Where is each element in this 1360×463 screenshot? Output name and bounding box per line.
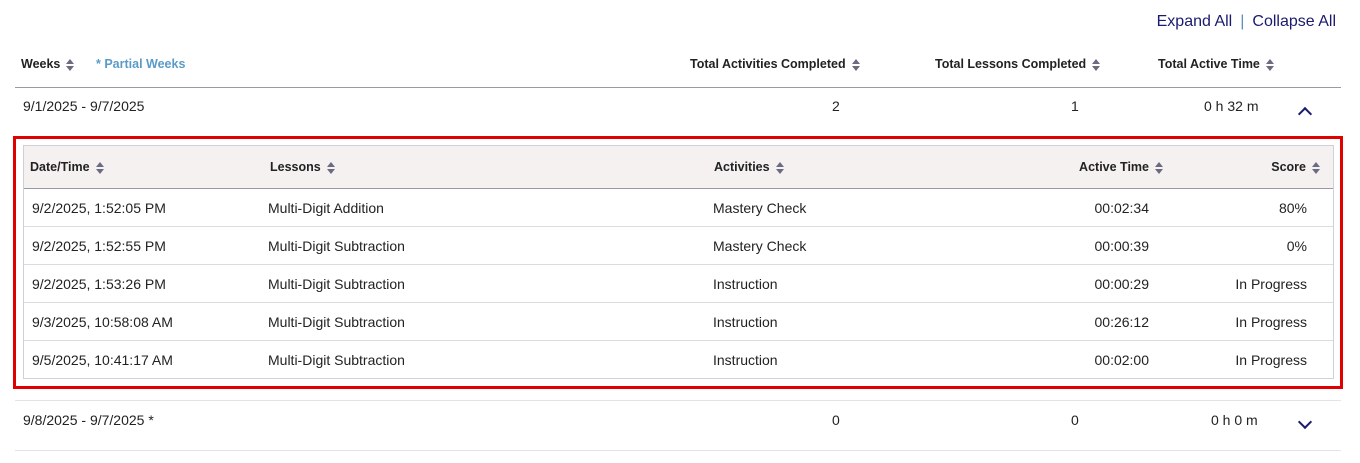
row-active-time: 00:00:39	[1094, 237, 1150, 254]
score-header[interactable]: Score	[1271, 160, 1320, 174]
row-activity: Instruction	[713, 313, 778, 330]
week-lessons: 1	[1071, 98, 1079, 114]
expand-all-link[interactable]: Expand All	[1156, 13, 1233, 30]
total-activities-label: Total Activities Completed	[690, 57, 846, 71]
active-time-header-label: Active Time	[1079, 160, 1149, 174]
score-header-label: Score	[1271, 160, 1306, 174]
row-active-time: 00:00:29	[1094, 275, 1150, 292]
collapse-all-link[interactable]: Collapse All	[1252, 13, 1336, 30]
row-lesson: Multi-Digit Subtraction	[268, 313, 405, 330]
row-date: 9/2/2025, 1:52:05 PM	[32, 199, 166, 216]
row-score: In Progress	[1235, 275, 1307, 292]
divider	[15, 400, 1341, 401]
highlight-box	[13, 136, 1343, 389]
sort-icon[interactable]	[95, 161, 104, 174]
week-range: 9/1/2025 - 9/7/2025	[23, 98, 145, 114]
week-lessons: 0	[1071, 412, 1079, 428]
row-date: 9/5/2025, 10:41:17 AM	[32, 352, 173, 368]
row-active-time: 00:02:34	[1094, 199, 1150, 216]
date-header[interactable]: Date/Time	[30, 160, 104, 174]
total-time-label: Total Active Time	[1158, 57, 1260, 71]
row-activity: Mastery Check	[713, 199, 807, 216]
row-score: In Progress	[1235, 352, 1307, 368]
week-activities: 0	[832, 412, 840, 428]
week-time: 0 h 32 m	[1204, 98, 1259, 114]
detail-header-row: Date/Time Lessons Activities Active Time…	[24, 146, 1333, 189]
row-score: 80%	[1278, 199, 1307, 216]
row-lesson: Multi-Digit Subtraction	[268, 237, 405, 254]
week-time: 0 h 0 m	[1211, 412, 1258, 428]
total-time-header[interactable]: Total Active Time	[1158, 57, 1274, 71]
week-activities: 2	[832, 98, 840, 114]
total-lessons-label: Total Lessons Completed	[935, 57, 1087, 71]
sort-icon[interactable]	[66, 58, 75, 71]
lessons-header[interactable]: Lessons	[270, 160, 335, 174]
week-range: 9/8/2025 - 9/7/2025 *	[23, 412, 154, 428]
row-lesson: Multi-Digit Subtraction	[268, 275, 405, 292]
sort-icon[interactable]	[1155, 161, 1163, 174]
divider	[15, 450, 1341, 451]
row-activity: Instruction	[713, 352, 778, 368]
row-date: 9/2/2025, 1:52:55 PM	[32, 237, 166, 254]
row-active-time: 00:26:12	[1094, 313, 1150, 330]
total-activities-header[interactable]: Total Activities Completed	[690, 57, 860, 71]
row-lesson: Multi-Digit Subtraction	[268, 352, 405, 368]
lessons-header-label: Lessons	[270, 160, 321, 174]
activities-header[interactable]: Activities	[714, 160, 784, 174]
row-lesson: Multi-Digit Addition	[268, 199, 384, 216]
chevron-down-icon[interactable]	[1297, 414, 1313, 430]
sort-icon[interactable]	[1265, 58, 1274, 71]
row-score: In Progress	[1235, 313, 1307, 330]
activities-header-label: Activities	[714, 160, 770, 174]
row-active-time: 00:02:00	[1094, 352, 1150, 368]
weeks-header[interactable]: Weeks	[21, 57, 75, 71]
chevron-up-icon[interactable]	[1297, 106, 1313, 122]
sort-icon[interactable]	[1312, 161, 1320, 174]
divider	[15, 87, 1341, 88]
detail-row: 9/3/2025, 10:58:08 AM Multi-Digit Subtra…	[24, 303, 1333, 341]
row-date: 9/2/2025, 1:53:26 PM	[32, 275, 166, 292]
total-lessons-header[interactable]: Total Lessons Completed	[935, 57, 1101, 71]
separator: |	[1240, 13, 1245, 30]
weeks-header-label: Weeks	[21, 57, 61, 71]
detail-row: 9/2/2025, 1:52:55 PM Multi-Digit Subtrac…	[24, 227, 1333, 265]
sort-icon[interactable]	[1092, 58, 1101, 71]
sort-icon[interactable]	[851, 58, 860, 71]
row-activity: Instruction	[713, 275, 778, 292]
expand-collapse-links: Expand All | Collapse All	[1157, 13, 1336, 31]
row-activity: Mastery Check	[713, 237, 807, 254]
detail-row: 9/5/2025, 10:41:17 AM Multi-Digit Subtra…	[24, 341, 1333, 379]
activity-detail-table: Date/Time Lessons Activities Active Time…	[23, 145, 1334, 379]
row-score: 0%	[1286, 237, 1307, 254]
row-date: 9/3/2025, 10:58:08 AM	[32, 313, 173, 330]
date-header-label: Date/Time	[30, 160, 90, 174]
sort-icon[interactable]	[775, 161, 784, 174]
detail-row: 9/2/2025, 1:52:05 PM Multi-Digit Additio…	[24, 189, 1333, 227]
partial-weeks-note: * Partial Weeks	[96, 57, 186, 71]
active-time-header[interactable]: Active Time	[1079, 160, 1163, 174]
detail-row: 9/2/2025, 1:53:26 PM Multi-Digit Subtrac…	[24, 265, 1333, 303]
sort-icon[interactable]	[326, 161, 335, 174]
